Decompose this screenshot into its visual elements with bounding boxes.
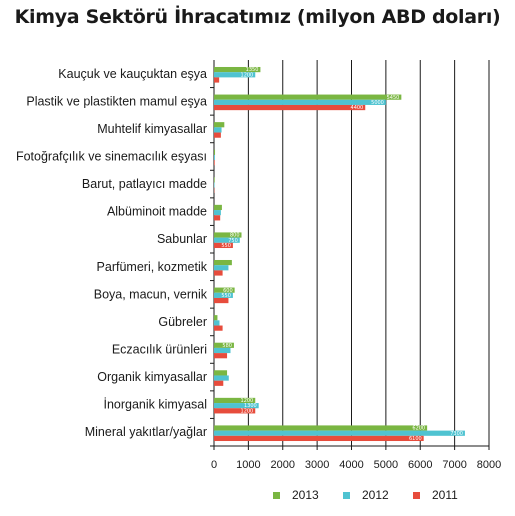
bar-2012 bbox=[214, 182, 215, 188]
category-label: Albüminoit madde bbox=[107, 205, 207, 219]
x-tick-label: 5000 bbox=[374, 459, 398, 471]
chart-legend: 2013 2012 2011 bbox=[0, 488, 515, 506]
category-label: Parfümeri, kozmetik bbox=[97, 260, 208, 274]
x-tick-label: 1000 bbox=[236, 459, 260, 471]
bar-2013 bbox=[214, 232, 242, 238]
legend-item-2011: 2011 bbox=[413, 488, 458, 502]
bar-2011 bbox=[214, 242, 233, 249]
bar-2011 bbox=[214, 77, 220, 83]
category-label: Mineral yakıtlar/yağlar bbox=[85, 425, 207, 439]
bar-value-label: 1350 bbox=[246, 67, 259, 73]
bar-2011 bbox=[214, 297, 229, 304]
bar-2013 bbox=[214, 259, 232, 266]
bar-value-label: 5450 bbox=[387, 95, 400, 101]
bar-2012 bbox=[214, 154, 215, 161]
category-label: Sabunlar bbox=[157, 232, 207, 246]
bar-2013 bbox=[214, 342, 234, 348]
bar-2012 bbox=[214, 375, 229, 381]
bar-2013 bbox=[214, 425, 428, 431]
bar-value-label: 7300 bbox=[450, 431, 463, 437]
x-tick-label: 0 bbox=[211, 459, 217, 471]
bar-2012 bbox=[214, 403, 259, 409]
bar-value-label: 600 bbox=[223, 288, 233, 294]
bar-2011 bbox=[214, 270, 223, 276]
bar-value-label: 5000 bbox=[371, 100, 384, 106]
bar-2011 bbox=[214, 435, 424, 442]
category-label: Kauçuk ve kauçuktan eşya bbox=[58, 67, 207, 81]
bar-2013 bbox=[214, 315, 218, 321]
x-tick-label: 4000 bbox=[339, 459, 363, 471]
x-tick-label: 7000 bbox=[442, 459, 466, 471]
bar-value-label: 580 bbox=[222, 343, 232, 349]
bar-2011 bbox=[214, 160, 215, 166]
category-label: Plastik ve plastikten mamul eşya bbox=[26, 94, 207, 108]
legend-label: 2013 bbox=[292, 488, 319, 502]
x-tick-label: 3000 bbox=[305, 459, 329, 471]
x-tick-label: 2000 bbox=[271, 459, 295, 471]
bar-value-label: 6200 bbox=[412, 426, 425, 432]
category-label: Organik kimyasallar bbox=[97, 370, 207, 384]
bar-2011 bbox=[214, 104, 366, 111]
bar-2012 bbox=[214, 127, 222, 133]
bar-value-label: 1300 bbox=[244, 403, 257, 409]
bar-2012 bbox=[214, 347, 231, 354]
bar-2013 bbox=[214, 66, 261, 73]
bar-2013 bbox=[214, 177, 215, 183]
legend-item-2012: 2012 bbox=[343, 488, 389, 502]
legend-swatch bbox=[343, 491, 350, 499]
bar-2012 bbox=[214, 99, 386, 105]
bar-2011 bbox=[214, 132, 221, 138]
bar-2011 bbox=[214, 353, 228, 359]
bar-2012 bbox=[214, 265, 229, 271]
category-label: Boya, macun, vernik bbox=[94, 287, 208, 301]
category-label: Barut, patlayıcı madde bbox=[82, 177, 207, 191]
bar-2013 bbox=[214, 287, 235, 293]
legend-item-2013: 2013 bbox=[273, 488, 319, 502]
bar-value-label: 4400 bbox=[351, 105, 364, 111]
chart-title: Kimya Sektörü İhracatımız (milyon ABD do… bbox=[14, 6, 501, 28]
legend-swatch bbox=[273, 491, 280, 499]
bar-2011 bbox=[214, 325, 223, 331]
bar-2013 bbox=[214, 370, 228, 376]
legend-label: 2011 bbox=[432, 488, 458, 502]
bar-2012 bbox=[214, 430, 465, 436]
bar-2011 bbox=[214, 380, 224, 386]
bar-value-label: 550 bbox=[221, 293, 231, 299]
bar-value-label: 750 bbox=[228, 238, 238, 244]
bar-2013 bbox=[214, 122, 225, 128]
bar-2013 bbox=[214, 397, 256, 404]
bar-2012 bbox=[214, 292, 233, 298]
legend-swatch bbox=[413, 491, 420, 499]
bar-2012 bbox=[214, 72, 256, 78]
x-tick-label: 6000 bbox=[408, 459, 432, 471]
bar-2011 bbox=[214, 215, 221, 221]
bar-2011 bbox=[214, 408, 256, 414]
bar-value-label: 6100 bbox=[409, 436, 422, 442]
x-tick-label: 8000 bbox=[477, 459, 501, 471]
category-label: Gübreler bbox=[158, 315, 207, 329]
category-label: İnorganik kimyasal bbox=[103, 398, 207, 412]
bar-2012 bbox=[214, 210, 221, 216]
bar-value-label: 1200 bbox=[241, 408, 254, 414]
legend-label: 2012 bbox=[362, 488, 389, 502]
bar-value-label: 800 bbox=[230, 233, 240, 239]
category-label: Muhtelif kimyasallar bbox=[97, 122, 207, 136]
bar-value-label: 1200 bbox=[241, 398, 254, 404]
category-label: Fotoğrafçılık ve sinemacılık eşyası bbox=[16, 150, 207, 164]
bar-value-label: 1200 bbox=[241, 72, 254, 78]
bar-2012 bbox=[214, 320, 220, 326]
bar-2012 bbox=[214, 237, 240, 243]
bar-2013 bbox=[214, 204, 222, 211]
bar-2013 bbox=[214, 149, 216, 155]
bar-2013 bbox=[214, 94, 402, 100]
bar-value-label: 550 bbox=[221, 243, 231, 249]
category-label: Eczacılık ürünleri bbox=[112, 343, 207, 357]
